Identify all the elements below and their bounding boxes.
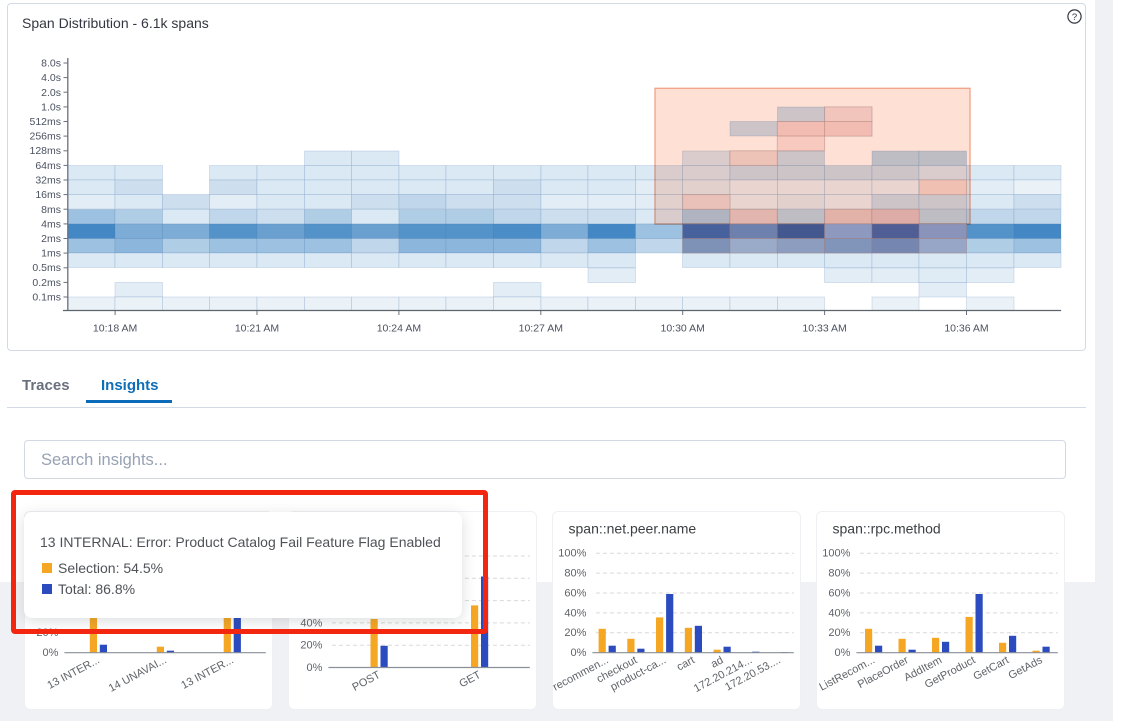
svg-text:0%: 0%: [570, 647, 586, 659]
svg-text:span::net.peer.name: span::net.peer.name: [569, 521, 697, 537]
svg-text:20%: 20%: [564, 627, 586, 639]
svg-text:?: ?: [1072, 12, 1077, 23]
svg-text:13 INTER...: 13 INTER...: [179, 654, 235, 692]
svg-text:100%: 100%: [822, 548, 850, 560]
svg-text:10:18 AM: 10:18 AM: [93, 323, 137, 335]
svg-text:20%: 20%: [828, 627, 850, 639]
svg-text:0.1ms: 0.1ms: [32, 292, 61, 304]
svg-text:ad: ad: [709, 654, 725, 670]
svg-text:20%: 20%: [300, 640, 322, 652]
svg-text:0%: 0%: [306, 662, 322, 674]
svg-text:100%: 100%: [558, 548, 586, 560]
svg-text:GetCart: GetCart: [971, 654, 1011, 683]
svg-text:80%: 80%: [828, 568, 850, 580]
svg-text:13 INTER...: 13 INTER...: [45, 654, 101, 692]
svg-text:14 UNAVAI...: 14 UNAVAI...: [107, 654, 169, 695]
svg-text:512ms: 512ms: [29, 116, 61, 128]
svg-text:2.0s: 2.0s: [41, 87, 61, 99]
svg-text:10:36 AM: 10:36 AM: [944, 323, 988, 335]
svg-text:cart: cart: [675, 654, 697, 673]
svg-text:0%: 0%: [42, 647, 58, 659]
svg-text:2ms: 2ms: [41, 233, 61, 245]
svg-text:0.5ms: 0.5ms: [32, 262, 61, 274]
svg-text:span::rpc.method: span::rpc.method: [833, 521, 941, 537]
svg-text:10:21 AM: 10:21 AM: [235, 323, 279, 335]
svg-text:10:24 AM: 10:24 AM: [377, 323, 421, 335]
svg-text:1ms: 1ms: [41, 248, 61, 260]
svg-text:60%: 60%: [564, 587, 586, 599]
svg-text:128ms: 128ms: [29, 145, 61, 157]
svg-text:POST: POST: [350, 669, 382, 694]
svg-text:32ms: 32ms: [35, 175, 61, 187]
svg-text:1.0s: 1.0s: [41, 101, 61, 113]
svg-text:0%: 0%: [834, 647, 850, 659]
svg-text:60%: 60%: [828, 587, 850, 599]
svg-text:64ms: 64ms: [35, 160, 61, 172]
svg-text:10:30 AM: 10:30 AM: [661, 323, 705, 335]
svg-text:0.2ms: 0.2ms: [32, 277, 61, 289]
svg-text:40%: 40%: [828, 607, 850, 619]
svg-text:16ms: 16ms: [35, 189, 61, 201]
svg-text:256ms: 256ms: [29, 131, 61, 143]
svg-text:4ms: 4ms: [41, 218, 61, 230]
svg-text:GET: GET: [457, 669, 483, 690]
svg-text:GetAds: GetAds: [1006, 654, 1044, 682]
svg-text:10:27 AM: 10:27 AM: [519, 323, 563, 335]
svg-text:40%: 40%: [300, 617, 322, 629]
svg-text:10:33 AM: 10:33 AM: [802, 323, 846, 335]
svg-text:4.0s: 4.0s: [41, 72, 61, 84]
svg-text:80%: 80%: [564, 568, 586, 580]
svg-text:40%: 40%: [564, 607, 586, 619]
svg-text:8.0s: 8.0s: [41, 58, 61, 70]
svg-text:8ms: 8ms: [41, 204, 61, 216]
